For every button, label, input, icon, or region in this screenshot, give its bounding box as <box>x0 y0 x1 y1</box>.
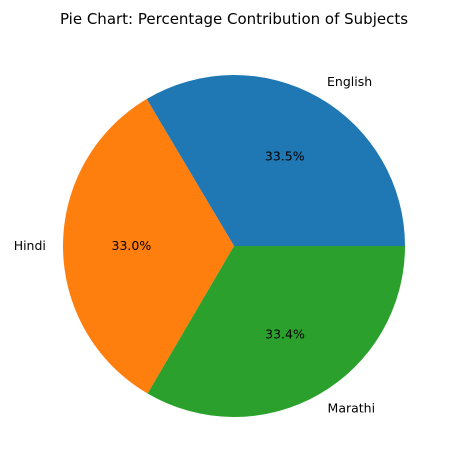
pie-slice-hindi <box>62 98 234 394</box>
pie-slice-marathi <box>147 246 405 418</box>
percent-label-english: 33.5% <box>265 148 305 163</box>
pie-slices <box>62 75 406 418</box>
slice-label-marathi: Marathi <box>328 401 376 416</box>
chart-title: Pie Chart: Percentage Contribution of Su… <box>60 10 408 28</box>
pie-slice-english <box>146 75 406 246</box>
percent-label-hindi: 33.0% <box>112 238 152 253</box>
percent-label-marathi: 33.4% <box>265 327 305 342</box>
slice-label-hindi: Hindi <box>14 238 46 253</box>
slice-label-english: English <box>327 74 372 89</box>
pie-labels: English 33.5% Hindi 33.0% Marathi 33.4% <box>14 74 375 416</box>
